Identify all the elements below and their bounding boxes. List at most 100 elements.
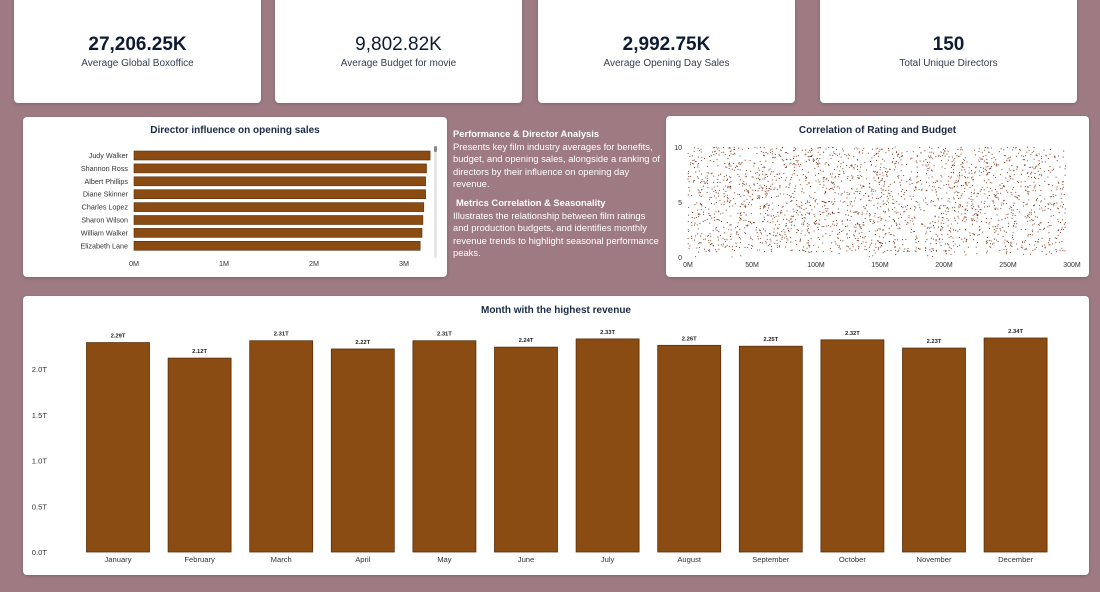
scatter-point <box>1026 146 1028 148</box>
scatter-point <box>709 198 711 200</box>
director-chart-scrollbar[interactable] <box>434 146 437 258</box>
scatter-point <box>826 187 828 189</box>
scatter-point <box>884 171 886 173</box>
scatter-point <box>1039 168 1041 170</box>
scatter-point <box>790 162 792 164</box>
scatter-point <box>740 255 742 257</box>
scatter-point <box>766 203 768 205</box>
scatter-point <box>858 247 860 249</box>
scatter-point <box>772 221 774 223</box>
scatter-point <box>982 155 984 157</box>
scatter-point <box>1015 196 1017 198</box>
scatter-point <box>697 176 699 178</box>
scatter-point <box>871 148 873 150</box>
scatter-point <box>1010 192 1012 194</box>
scatter-point <box>769 238 771 240</box>
scatter-point <box>883 183 885 185</box>
scatter-point <box>983 203 985 205</box>
scatter-point <box>770 185 772 187</box>
scatter-point <box>950 231 952 233</box>
scatter-point <box>998 151 1000 153</box>
scrollbar-thumb[interactable] <box>434 146 437 152</box>
scatter-point <box>1051 169 1053 171</box>
scatter-point <box>830 226 832 228</box>
scatter-point <box>964 187 966 189</box>
scatter-point <box>837 160 840 163</box>
scatter-point <box>941 176 943 178</box>
scatter-point <box>799 239 801 241</box>
scatter-point <box>869 215 871 217</box>
scatter-point <box>803 216 805 219</box>
scatter-point <box>719 199 721 201</box>
director-bar <box>133 150 431 161</box>
scatter-point <box>811 154 813 156</box>
scatter-point <box>1012 209 1014 211</box>
scatter-point <box>859 190 861 193</box>
month-label: February <box>184 555 215 564</box>
scatter-point <box>773 215 775 217</box>
scatter-point <box>869 244 871 246</box>
scatter-point <box>980 189 982 191</box>
scatter-point <box>897 211 899 213</box>
scatter-point <box>888 185 890 187</box>
scatter-point <box>971 218 973 220</box>
scatter-point <box>768 214 770 216</box>
scatter-point <box>1064 165 1067 167</box>
scatter-point <box>834 192 836 194</box>
scatter-point <box>972 218 974 220</box>
scatter-point <box>802 222 804 224</box>
y-tick-label: 1.0T <box>32 457 48 466</box>
scatter-point <box>940 213 942 215</box>
scatter-point <box>978 206 980 208</box>
scatter-point <box>1053 155 1055 157</box>
scatter-point <box>1030 153 1032 156</box>
scatter-point <box>741 148 743 150</box>
scatter-point <box>958 217 960 219</box>
scatter-point <box>904 210 906 212</box>
scatter-point <box>1047 157 1049 160</box>
scatter-point <box>853 167 855 169</box>
scatter-point <box>898 175 900 177</box>
scatter-point <box>936 194 938 196</box>
scatter-point <box>881 189 883 191</box>
scatter-point <box>699 223 701 225</box>
scatter-point <box>807 239 809 242</box>
scatter-point <box>1053 203 1055 205</box>
scatter-point <box>808 246 810 248</box>
scatter-point <box>882 158 884 160</box>
scatter-point <box>760 146 762 148</box>
scatter-point <box>1000 229 1002 231</box>
scatter-point <box>951 187 954 189</box>
scatter-point <box>755 229 757 231</box>
scatter-point <box>734 227 737 229</box>
scatter-point <box>861 212 863 214</box>
month-bar <box>902 347 966 553</box>
scatter-point <box>853 226 855 228</box>
scatter-point <box>695 171 697 173</box>
scatter-point <box>700 151 702 153</box>
scatter-point <box>940 180 942 182</box>
scatter-point <box>859 192 861 194</box>
scatter-point <box>807 244 810 246</box>
scatter-point <box>860 226 862 228</box>
scatter-point <box>935 181 937 184</box>
scatter-point <box>1037 231 1039 233</box>
scatter-point <box>729 147 731 149</box>
scatter-point <box>962 163 964 165</box>
scatter-point <box>809 151 811 153</box>
scatter-point <box>743 200 745 202</box>
scatter-point <box>770 250 773 252</box>
scatter-point <box>793 215 795 217</box>
scatter-point <box>733 197 735 200</box>
scatter-point <box>894 166 897 168</box>
month-label: April <box>355 555 371 564</box>
scatter-point <box>783 237 785 239</box>
scatter-point <box>739 206 741 208</box>
scatter-point <box>877 176 880 178</box>
scatter-point <box>875 243 877 245</box>
scatter-point <box>717 185 719 187</box>
scatter-point <box>1016 223 1018 225</box>
scatter-point <box>993 205 995 207</box>
scatter-point <box>781 159 783 161</box>
scatter-point <box>847 157 849 159</box>
